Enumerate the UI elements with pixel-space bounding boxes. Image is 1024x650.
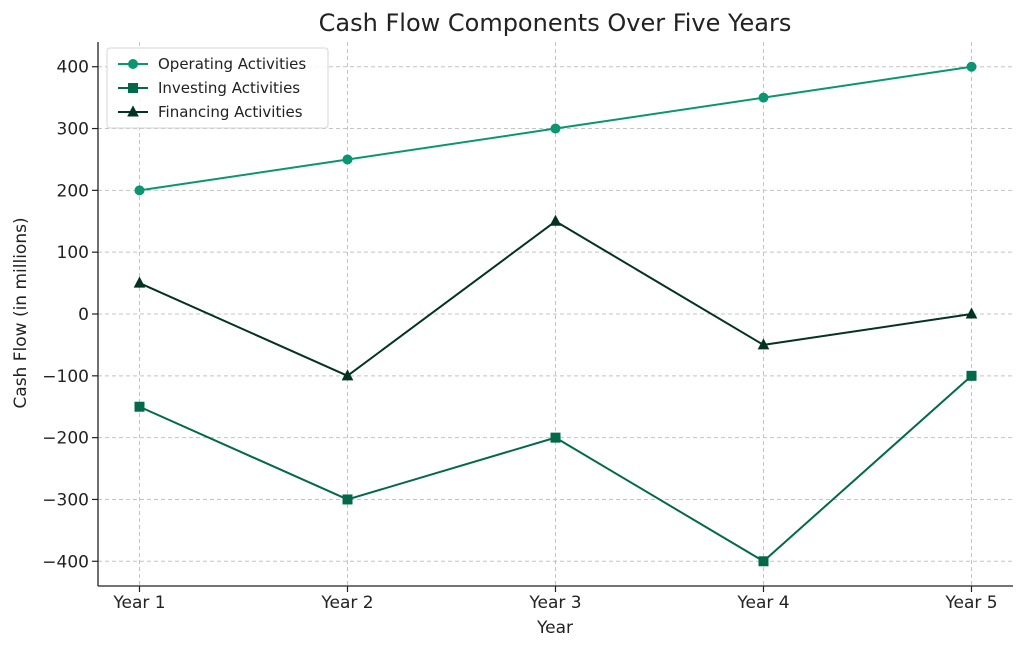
y-tick-label: 300 [57, 120, 89, 140]
data-point [966, 61, 977, 72]
data-point [133, 276, 146, 288]
data-point [549, 214, 562, 226]
y-tick-label: 100 [57, 243, 89, 263]
y-tick-label: 200 [57, 181, 89, 201]
data-point [758, 92, 769, 103]
y-tick-label: −400 [42, 552, 89, 572]
legend-label: Investing Activities [158, 79, 300, 97]
y-tick-label: −200 [42, 429, 89, 449]
data-point [550, 123, 561, 134]
y-tick-label: 400 [57, 58, 89, 78]
legend-marker [128, 83, 138, 93]
data-point [134, 185, 145, 196]
y-tick-label: −100 [42, 367, 89, 387]
legend-marker [128, 59, 138, 69]
y-tick-label: 0 [78, 305, 89, 325]
legend-item: Operating Activities [118, 55, 306, 73]
data-point [966, 370, 977, 381]
legend-box [106, 47, 329, 129]
data-point [134, 401, 145, 412]
series-0 [134, 61, 977, 196]
y-tick-label: −300 [42, 490, 89, 510]
legend-item: Investing Activities [118, 79, 300, 97]
y-axis-label: Cash Flow (in millions) [11, 217, 31, 408]
data-point [341, 369, 354, 381]
legend-label: Operating Activities [158, 55, 306, 73]
series-lines [133, 61, 978, 567]
legend-label: Financing Activities [158, 103, 303, 121]
legend: Operating Activities Investing Activities… [106, 47, 329, 129]
chart-title: Cash Flow Components Over Five Years [319, 9, 792, 37]
legend-marker [127, 105, 139, 117]
axes: −400 −300 −200 −100 0 100 200 300 400 Year 1 Year … [42, 42, 1013, 613]
data-point [758, 556, 769, 567]
legend-item: Financing Activities [118, 103, 303, 121]
data-point [342, 494, 353, 505]
data-point [550, 432, 561, 443]
x-tick-label: Year 5 [944, 593, 997, 613]
series-1 [134, 370, 977, 567]
data-point [757, 338, 770, 350]
x-axis-label: Year [536, 618, 573, 638]
data-point [342, 154, 353, 165]
series-2 [133, 214, 978, 381]
x-tick-label: Year 4 [736, 593, 789, 613]
x-tick-label: Year 3 [528, 593, 581, 613]
x-tick-label: Year 2 [320, 593, 373, 613]
data-point [965, 307, 978, 319]
x-tick-label: Year 1 [112, 593, 165, 613]
